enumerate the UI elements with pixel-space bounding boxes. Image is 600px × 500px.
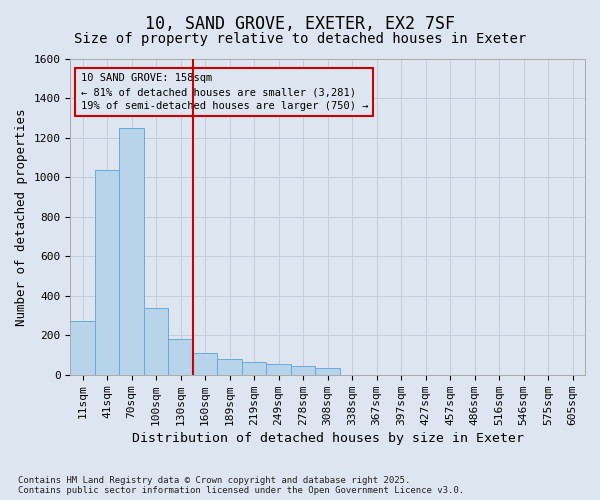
Bar [266, 364, 291, 375]
Bar [169, 340, 193, 375]
Bar [144, 308, 169, 375]
Bar [217, 359, 242, 375]
Bar [70, 320, 95, 375]
Text: Size of property relative to detached houses in Exeter: Size of property relative to detached ho… [74, 32, 526, 46]
Bar [316, 368, 340, 375]
X-axis label: Distribution of detached houses by size in Exeter: Distribution of detached houses by size … [131, 432, 524, 445]
Bar [95, 170, 119, 375]
Text: 10, SAND GROVE, EXETER, EX2 7SF: 10, SAND GROVE, EXETER, EX2 7SF [145, 15, 455, 33]
Text: Contains HM Land Registry data © Crown copyright and database right 2025.
Contai: Contains HM Land Registry data © Crown c… [18, 476, 464, 495]
Bar [193, 353, 217, 375]
Y-axis label: Number of detached properties: Number of detached properties [15, 108, 28, 326]
Text: 10 SAND GROVE: 158sqm
← 81% of detached houses are smaller (3,281)
19% of semi-d: 10 SAND GROVE: 158sqm ← 81% of detached … [80, 73, 368, 111]
Bar [242, 362, 266, 375]
Bar [291, 366, 316, 375]
Bar [119, 128, 144, 375]
